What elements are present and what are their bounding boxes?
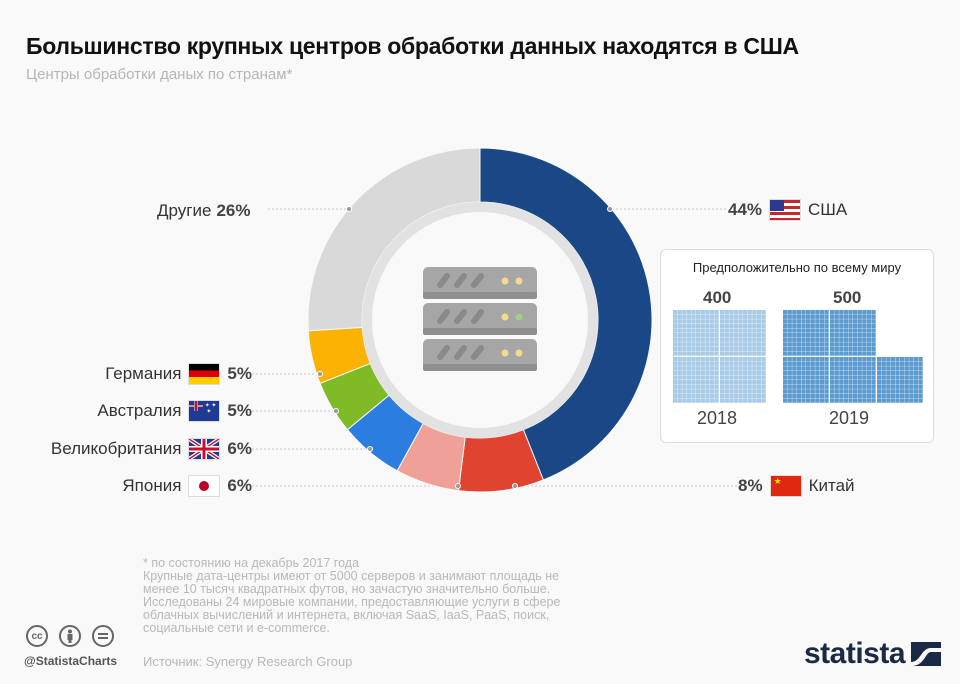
inset-value-2018: 400 bbox=[703, 288, 732, 307]
leader-dots bbox=[317, 206, 613, 489]
waffle-block-2019 bbox=[830, 310, 876, 356]
label-japan: Япония 6% bbox=[122, 474, 252, 498]
statista-logo-icon bbox=[911, 642, 942, 666]
waffle-block-2018 bbox=[720, 310, 766, 356]
inset-waffle bbox=[673, 310, 923, 403]
statista-logo-text: statista bbox=[804, 637, 906, 670]
chart-title: Большинство крупных центров обработки да… bbox=[26, 33, 799, 59]
worldwide-inset: Предположительно по всему миру 400 500 2… bbox=[660, 249, 934, 443]
label-germany: Германия 5% bbox=[105, 362, 252, 386]
inset-year-2019: 2019 bbox=[829, 408, 870, 428]
label-others: Другие 26% bbox=[157, 199, 250, 223]
waffle-block-2018 bbox=[673, 357, 719, 403]
footnote-line: Крупные дата-центры имеют от 5000 сервер… bbox=[143, 569, 560, 583]
leader-others-dot bbox=[346, 206, 352, 212]
waffle-block-2019 bbox=[783, 357, 829, 403]
germany-flag-icon bbox=[189, 364, 220, 384]
uk-flag-icon bbox=[189, 439, 220, 459]
leader-germany-dot bbox=[317, 371, 323, 377]
leader-china-dot bbox=[512, 483, 518, 489]
chart-subtitle: Центры обработки даных по странам* bbox=[26, 66, 293, 83]
footnotes: * по состоянию на декабрь 2017 года Круп… bbox=[143, 557, 663, 635]
footnote-line: * по состоянию на декабрь 2017 года bbox=[143, 556, 360, 570]
label-others-name: Другие bbox=[157, 201, 212, 220]
label-germany-name: Германия bbox=[105, 364, 182, 383]
cc-by-icon[interactable] bbox=[59, 625, 81, 647]
footnote-line: менее 10 тысяч квадратных футов, но зача… bbox=[143, 582, 551, 596]
leader-australia-dot bbox=[333, 408, 339, 414]
label-usa-value: 44% bbox=[728, 200, 763, 219]
waffle-block-2018 bbox=[720, 357, 766, 403]
inset-title: Предположительно по всему миру bbox=[692, 260, 902, 275]
japan-flag-icon bbox=[189, 476, 220, 496]
label-japan-value: 6% bbox=[227, 476, 252, 495]
label-australia-name: Австралия bbox=[97, 401, 182, 420]
source-text: Источник: Synergy Research Group bbox=[143, 654, 353, 669]
statista-charts-handle[interactable]: @StatistaCharts bbox=[24, 654, 118, 668]
statista-logo[interactable]: statista bbox=[804, 637, 942, 671]
label-australia-value: 5% bbox=[227, 401, 252, 420]
label-uk-name: Великобритания bbox=[50, 439, 182, 458]
waffle-block-2019 bbox=[877, 357, 923, 403]
leader-japan-dot bbox=[455, 483, 461, 489]
label-others-value: 26% bbox=[216, 201, 251, 220]
australia-flag-icon: ✦ ✦ ✦ bbox=[189, 401, 220, 421]
waffle-block-2018 bbox=[673, 310, 719, 356]
leader-usa-dot bbox=[607, 206, 613, 212]
label-usa: 44% США bbox=[728, 198, 847, 222]
server-rack-icon bbox=[423, 267, 537, 371]
label-china-value: 8% bbox=[738, 476, 763, 495]
us-flag-icon bbox=[770, 200, 801, 220]
label-germany-value: 5% bbox=[227, 364, 252, 383]
waffle-block-2019 bbox=[783, 310, 829, 356]
waffle-block-2019 bbox=[830, 357, 876, 403]
leader-lines bbox=[252, 208, 738, 487]
label-australia: Австралия ✦ ✦ ✦ 5% bbox=[97, 399, 252, 423]
label-usa-name: США bbox=[808, 200, 848, 219]
footnote-line: облачных вычислений и интернета, включая… bbox=[143, 608, 550, 622]
inset-value-2019: 500 bbox=[833, 288, 862, 307]
cc-license-icon[interactable]: cc bbox=[26, 625, 48, 647]
label-china: 8% ★ Китай bbox=[738, 474, 855, 498]
label-uk: Великобритания 6% bbox=[51, 437, 252, 461]
china-flag-icon: ★ bbox=[770, 476, 801, 496]
footnote-line: социальные сети и e-commerce. bbox=[143, 621, 330, 635]
label-japan-name: Япония bbox=[122, 476, 182, 495]
leader-uk-dot bbox=[367, 446, 373, 452]
label-china-name: Китай bbox=[808, 476, 855, 495]
inset-year-2018: 2018 bbox=[697, 408, 738, 428]
label-uk-value: 6% bbox=[227, 439, 252, 458]
footnote-line: Исследованы 24 мировые компании, предост… bbox=[143, 595, 561, 609]
cc-nd-icon[interactable] bbox=[92, 625, 114, 647]
